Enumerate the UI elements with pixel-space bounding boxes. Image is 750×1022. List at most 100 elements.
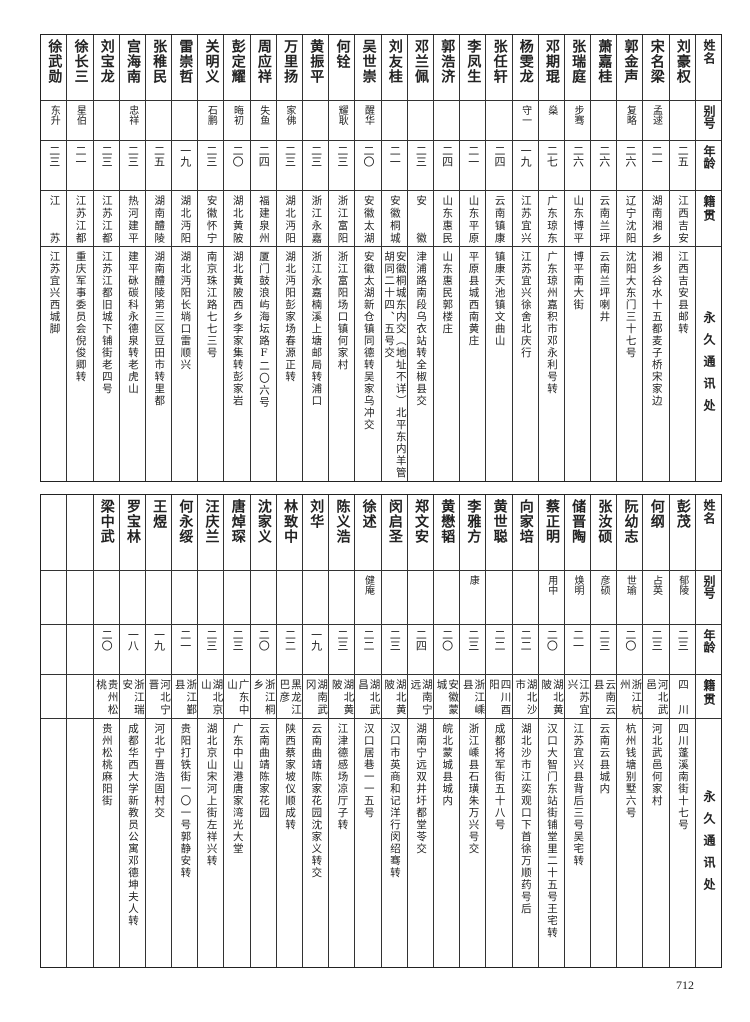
person-column: 闵启圣 二三 湖北黄陂 汉口市英商和记洋行闵绍骞转 — [380, 495, 407, 967]
name-text: 向家培 — [517, 499, 534, 544]
name-cell: 黄世聪 — [486, 495, 512, 571]
alias-text: 复略 — [624, 105, 636, 125]
address-text: 山东惠民郭楼庄 — [441, 251, 454, 335]
origin-cell: 江西吉安 — [669, 191, 695, 247]
age-cell: 二三 — [41, 141, 67, 191]
alias-cell: 步骞 — [564, 101, 591, 141]
age-cell: 二三 — [303, 141, 329, 191]
address-cell: 平原县城西南黄庄 — [460, 247, 485, 481]
alias-cell — [119, 571, 145, 625]
origin-text: 湖北黄陂 — [383, 679, 407, 717]
origin-text: 云南兰坪 — [598, 195, 611, 245]
name-cell: 梁中武 — [93, 495, 119, 571]
person-column: 汪庆兰 二三 湖北京山 湖北京山宋河上街左祥兴转 — [197, 495, 224, 967]
person-column: 李凤生 二一 山东平原 平原县城西南黄庄 — [459, 35, 486, 481]
origin-cell: 安徽蒙城 — [433, 675, 460, 719]
alias-cell: 康 — [460, 571, 486, 625]
origin-text: 浙江嵊县 — [461, 679, 486, 717]
name-text: 杨雯龙 — [517, 39, 534, 84]
alias-cell: 燊 — [538, 101, 564, 141]
age-text: 二三 — [204, 629, 218, 651]
name-cell: 李凤生 — [460, 35, 486, 101]
age-text: 二〇 — [440, 629, 454, 651]
name-text: 汪庆兰 — [203, 499, 220, 544]
address-cell: 江苏宜兴县背后三号吴宅转 — [565, 719, 590, 967]
age-text: 二三 — [597, 629, 611, 651]
age-cell: 二六 — [591, 141, 617, 191]
age-cell: 二三 — [276, 141, 302, 191]
age-cell: 二〇 — [355, 141, 381, 191]
name-cell: 王煜 — [145, 495, 172, 571]
name-cell: 沈家义 — [250, 495, 276, 571]
alias-cell: 忠祥 — [119, 101, 145, 141]
age-text: 二五 — [152, 145, 166, 167]
address-text: 安徽太湖新仓镇同德转吴家乌冲交 — [362, 251, 375, 431]
address-text: 成都华西大学新教员公寓邓德坤夫人转 — [127, 723, 140, 927]
name-cell: 储晋陶 — [564, 495, 591, 571]
age-text: 二二 — [492, 629, 506, 651]
origin-cell: 江苏宜兴 — [564, 675, 591, 719]
header-name-cell: 姓名 — [695, 495, 721, 571]
age-text: 二四 — [414, 629, 428, 651]
name-cell: 陈义浩 — [329, 495, 355, 571]
origin-cell: 广东中山 — [224, 675, 250, 719]
age-cell: 二三 — [329, 625, 355, 675]
address-text: 南京珠江路七七三号 — [205, 251, 218, 359]
address-text: 河北宁晋浩固村交 — [153, 723, 166, 819]
address-cell: 湘乡谷水十五都麦子桥宋家边 — [643, 247, 668, 481]
name-cell: 宫海南 — [119, 35, 145, 101]
origin-text: 河北武邑 — [645, 679, 669, 717]
name-cell: 刘豪权 — [669, 35, 695, 101]
header-alias-text: 别号 — [702, 575, 716, 599]
address-cell: 山东惠民郭楼庄 — [434, 247, 459, 481]
address-cell: 皖北蒙城县城内 — [434, 719, 459, 967]
address-cell: 成都将军街五十八号 — [486, 719, 511, 967]
age-cell: 二三 — [407, 141, 433, 191]
origin-cell: 安徽怀宁 — [198, 191, 224, 247]
header-address-text: 永久通讯处 — [702, 311, 716, 421]
name-text: 阮幼志 — [622, 499, 639, 544]
age-text: 二〇 — [545, 629, 559, 651]
name-text: 储晋陶 — [570, 499, 587, 544]
origin-cell: 湖北黄陂 — [381, 675, 407, 719]
header-address-cell: 永久通讯处 — [696, 247, 721, 481]
person-column: 黄世聪 二二 四川酉阳 成都将军街五十八号 — [485, 495, 512, 967]
alias-cell: 彦硕 — [591, 571, 617, 625]
age-text: 二五 — [676, 145, 690, 167]
origin-text: 安徽蒙城 — [435, 679, 460, 717]
address-text: 浙江嵊县石璜朱万兴号交 — [467, 723, 480, 855]
age-cell: 一九 — [512, 141, 538, 191]
name-cell: 蔡正明 — [538, 495, 564, 571]
origin-text: 湖北黄陂 — [231, 195, 244, 245]
origin-cell — [41, 675, 67, 719]
address-cell: 津浦路南段乌衣站转全椒县交 — [408, 247, 433, 481]
name-cell: 彭茂 — [669, 495, 695, 571]
person-column: 张任轩 二四 云南镇康 镇康天池镇文曲山 — [485, 35, 512, 481]
name-cell: 关明义 — [198, 35, 224, 101]
origin-cell: 热河建平 — [119, 191, 145, 247]
age-cell: 二三 — [460, 625, 486, 675]
origin-text: 福建泉州 — [257, 195, 270, 245]
alias-cell — [407, 571, 433, 625]
origin-cell: 湖北黄陂 — [329, 675, 355, 719]
name-text: 徐武勋 — [46, 39, 63, 84]
header-age-cell: 年龄 — [695, 141, 721, 191]
person-column: 刘豪权 二五 江西吉安 江西吉安县邮转 — [668, 35, 695, 481]
alias-cell — [303, 571, 329, 625]
alias-cell: 星伯 — [67, 101, 93, 141]
header-name-text: 姓名 — [702, 39, 716, 65]
age-text: 二三 — [414, 145, 428, 167]
alias-cell — [407, 101, 433, 141]
address-text: 云南曲靖陈家花园沈家义转交 — [310, 723, 323, 879]
name-cell: 罗宝林 — [119, 495, 145, 571]
name-cell: 张稚民 — [145, 35, 172, 101]
age-cell: 二〇 — [617, 625, 643, 675]
address-text: 贵阳打铁街一〇一号郭静安转 — [179, 723, 192, 879]
address-cell: 建平砯碳科永德泉转老虎山 — [120, 247, 145, 481]
origin-text: 山东平原 — [467, 195, 480, 245]
person-column: 徐武勋 东升 二三江 苏江苏宜兴西城脚 — [41, 35, 67, 481]
address-cell: 博平南大街 — [565, 247, 590, 481]
name-cell: 邓期琨 — [538, 35, 564, 101]
name-text: 张瑞庭 — [570, 39, 587, 84]
origin-cell: 广东琼东 — [538, 191, 564, 247]
